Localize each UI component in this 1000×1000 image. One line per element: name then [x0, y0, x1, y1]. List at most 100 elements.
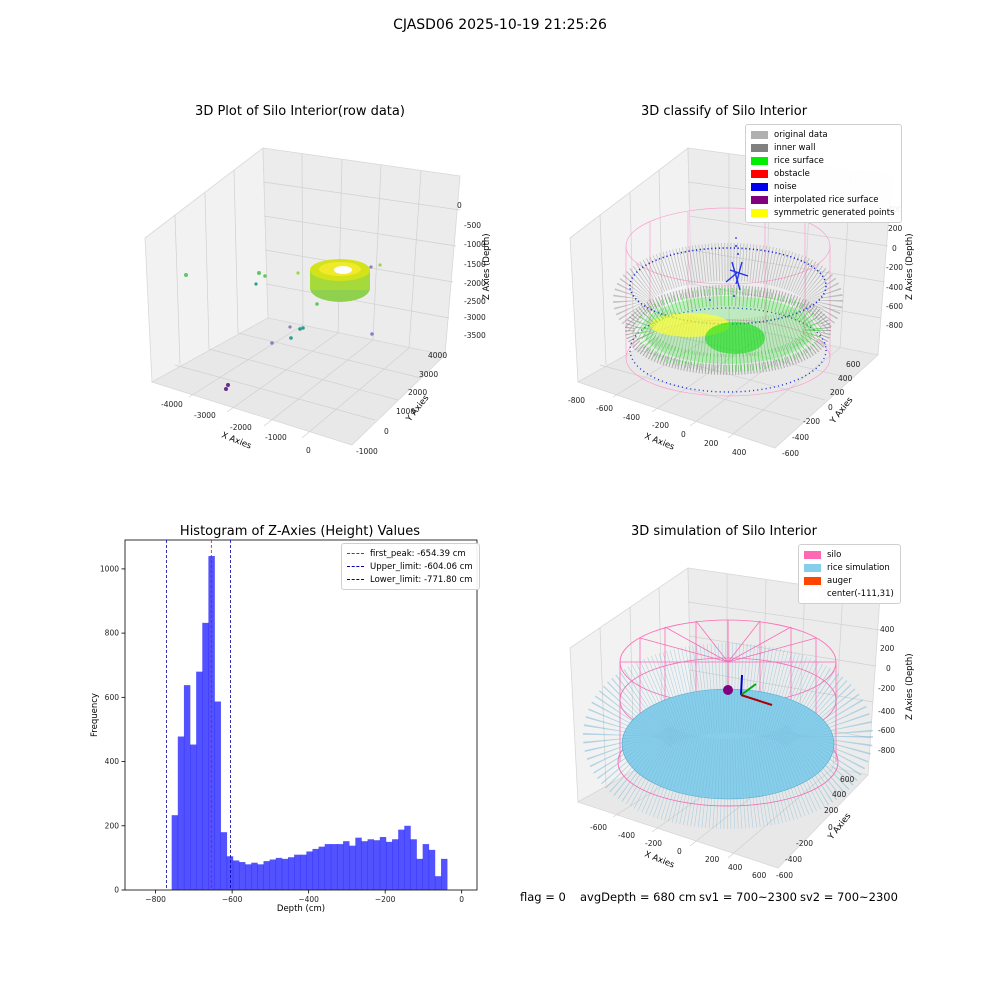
classify-xlabel: X Axies: [643, 432, 676, 453]
raw-ztick: -1000: [464, 240, 486, 249]
histogram-legend-item: Upper_limit: -604.06 cm: [347, 560, 473, 573]
simulation-xtick: -400: [618, 831, 635, 840]
histogram-bar: [434, 876, 442, 890]
classify-xtick: -800: [568, 396, 585, 405]
classify-xtick: -400: [623, 413, 640, 422]
raw-ytick: 1000: [396, 407, 415, 416]
classify-ytick: 600: [846, 360, 861, 369]
raw-point-cloud: [184, 259, 382, 391]
raw-xtick: 0: [306, 446, 311, 455]
raw-ytick: 3000: [419, 370, 438, 379]
histogram-bar: [263, 861, 270, 890]
histogram-legend: first_peak: -654.39 cm Upper_limit: -604…: [341, 543, 480, 590]
classify-xtick: 0: [681, 430, 686, 439]
histogram-bar: [226, 856, 234, 890]
histogram-bar: [324, 844, 332, 890]
raw-ztick: -2000: [464, 279, 486, 288]
footer-flag: flag = 0: [520, 890, 566, 904]
classify-legend-item: noise: [751, 180, 895, 193]
simulation-panel-title: 3D simulation of Silo Interior: [631, 524, 817, 539]
histogram-xtick-label: −600: [222, 895, 243, 904]
legend-swatch: [804, 550, 821, 559]
classify-panel-title: 3D classify of Silo Interior: [640, 104, 808, 119]
histogram-bar: [422, 844, 430, 890]
simulation-ztick: -600: [878, 726, 895, 735]
simulation-xtick: -200: [645, 839, 662, 848]
histogram-chart: −800 −600 −400 −200 0 0 200 400 600 800 1000 Depth…: [90, 539, 478, 914]
raw-ytick: 2000: [408, 388, 427, 397]
histogram-bar: [306, 851, 313, 890]
legend-swatch: [804, 576, 821, 585]
histogram-bar: [281, 858, 289, 890]
raw-ytick: 4000: [428, 351, 447, 360]
simulation-ztick: 0: [886, 664, 891, 673]
classify-legend-item: inner wall: [751, 141, 895, 154]
raw-xtick: -3000: [194, 411, 216, 420]
histogram-ytick-label: 800: [105, 629, 120, 638]
histogram-bar: [392, 839, 399, 890]
histogram-legend-item: Lower_limit: -771.80 cm: [347, 573, 473, 586]
raw-xtick: -1000: [265, 433, 287, 442]
histogram-bar: [196, 671, 203, 890]
raw-axes-panes: [144, 147, 461, 446]
classify-ztick: 0: [892, 244, 897, 253]
simulation-ytick: 400: [832, 790, 847, 799]
classify-zlabel: Z Axies (Depth): [905, 233, 915, 300]
histogram-bar: [214, 701, 221, 890]
simulation-ytick: 200: [824, 806, 839, 815]
classify-ztick: -800: [886, 321, 903, 330]
classify-legend-item: interpolated rice surface: [751, 193, 895, 206]
histogram-ytick-label: 600: [105, 693, 120, 702]
histogram-axes: −800 −600 −400 −200 0 0 200 400 600 800 1000: [100, 564, 464, 904]
legend-swatch: [804, 589, 821, 598]
classify-tick-labels: -800 -600 -400 -200 0 200 400 -600 -400 …: [568, 205, 903, 458]
simulation-xtick: 600: [752, 871, 767, 880]
simulation-xtick: 400: [728, 863, 743, 872]
legend-line: [347, 553, 364, 554]
classify-xtick: -600: [596, 404, 613, 413]
classify-ytick: -200: [803, 417, 820, 426]
histogram-bar: [349, 845, 356, 890]
histogram-bar: [245, 864, 252, 890]
histogram-bar: [312, 848, 319, 890]
histogram-bar: [361, 841, 368, 890]
classify-legend-item: rice surface: [751, 154, 895, 167]
figure-title: CJASD06 2025-10-19 21:25:26: [393, 17, 607, 33]
histogram-bar: [232, 860, 240, 890]
simulation-zlabel: Z Axies (Depth): [905, 653, 915, 720]
histogram-bar: [398, 829, 405, 890]
histogram-xtick-label: −800: [145, 895, 166, 904]
simulation-scene: [583, 619, 873, 829]
simulation-ztick: -800: [878, 746, 895, 755]
histogram-ytick-label: 0: [114, 886, 119, 895]
histogram-bar: [208, 556, 215, 890]
histogram-bars: [171, 556, 448, 890]
raw-ztick: 0: [457, 201, 462, 210]
classify-ytick: 200: [830, 388, 845, 397]
legend-swatch: [751, 182, 768, 191]
classify-ytick: -400: [792, 433, 809, 442]
histogram-bar: [318, 846, 326, 890]
classify-legend-item: symmetric generated points: [751, 206, 895, 219]
simulation-xlabel: X Axies: [643, 850, 676, 871]
simulation-xtick: -600: [590, 823, 607, 832]
histogram-bar: [367, 839, 374, 890]
histogram-ytick-label: 400: [105, 757, 120, 766]
raw-panel-title: 3D Plot of Silo Interior(row data): [195, 104, 405, 119]
histogram-bar: [336, 844, 344, 890]
simulation-legend-item: center(-111,31): [804, 587, 894, 600]
classify-ytick: -600: [782, 449, 799, 458]
simulation-ytick: -400: [785, 855, 802, 864]
raw-ztick: -3500: [464, 331, 486, 340]
simulation-ztick: -200: [878, 684, 895, 693]
histogram-xtick-label: 0: [459, 895, 464, 904]
footer-sv1: sv1 = 700~2300: [699, 890, 797, 904]
histogram-xtick-label: −200: [375, 895, 396, 904]
classify-legend-item: original data: [751, 128, 895, 141]
classify-ytick: 0: [828, 403, 833, 412]
legend-swatch: [751, 143, 768, 152]
classify-xtick: 200: [704, 439, 719, 448]
classify-xtick: 400: [732, 448, 747, 457]
legend-line: [347, 566, 364, 567]
classify-ztick: 200: [888, 224, 903, 233]
